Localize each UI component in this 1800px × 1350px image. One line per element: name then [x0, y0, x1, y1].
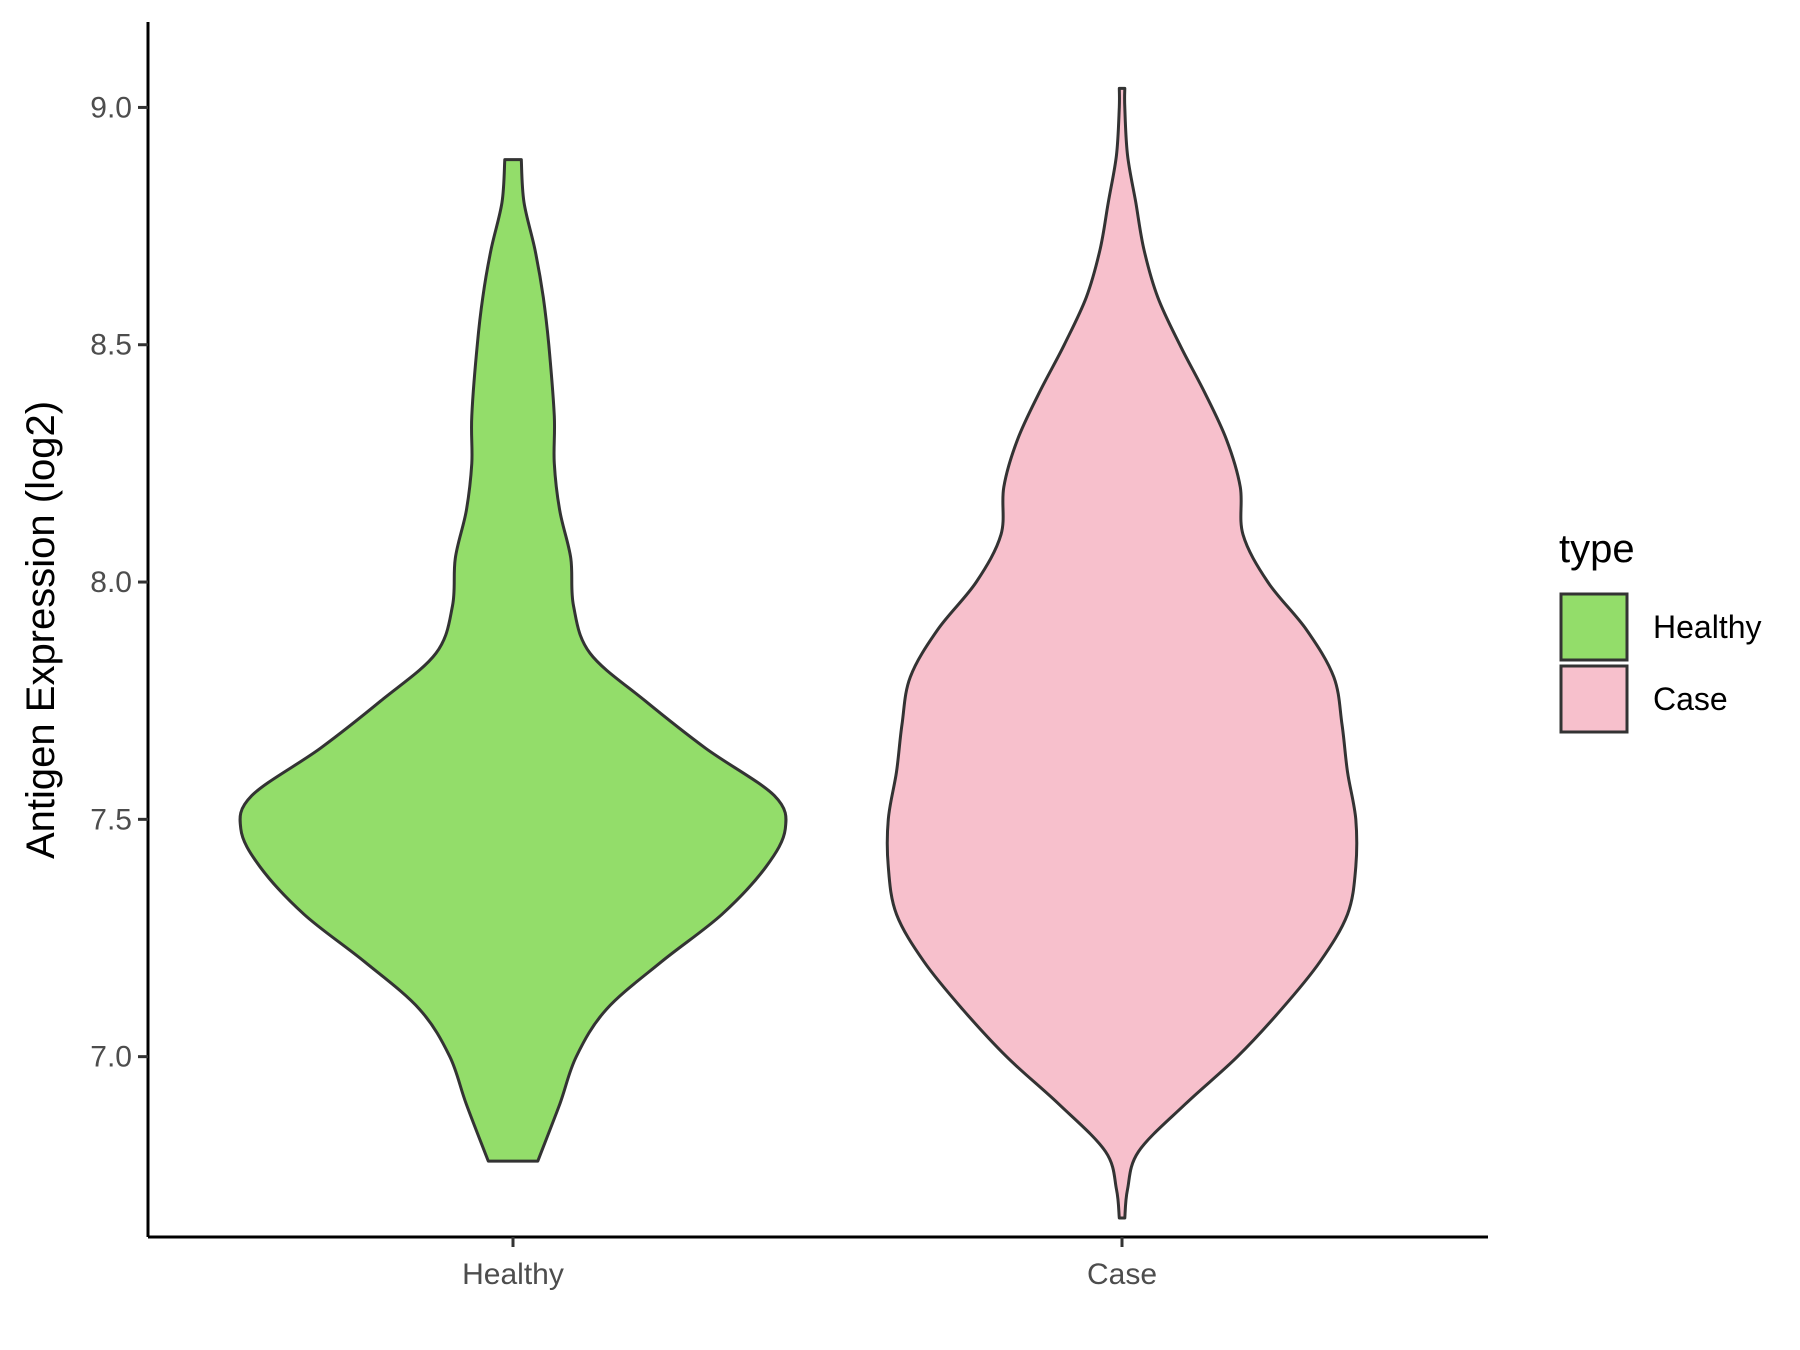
- violin-layer: [238, 86, 1359, 1220]
- y-tick-label: 9.0: [90, 91, 132, 124]
- legend-title: type: [1559, 527, 1635, 571]
- y-ticks: 7.0 7.5 8.0 8.5 9.0: [90, 91, 148, 1074]
- violin-case: [885, 86, 1359, 1220]
- x-tick-label: Healthy: [462, 1258, 564, 1291]
- y-tick-label: 7.5: [90, 803, 132, 836]
- legend-items: Healthy Case: [1559, 592, 1762, 734]
- x-tick-label: Case: [1087, 1258, 1157, 1291]
- y-axis-title: Antigen Expression (log2): [19, 401, 63, 859]
- y-tick-label: 8.5: [90, 329, 132, 362]
- legend-label-case: Case: [1653, 681, 1728, 717]
- violin-healthy: [238, 158, 788, 1163]
- legend-swatch-healthy: [1559, 592, 1629, 662]
- legend: type Healthy Case: [1559, 527, 1762, 734]
- legend-label-healthy: Healthy: [1653, 609, 1762, 645]
- x-ticks: Healthy Case: [462, 1237, 1157, 1291]
- y-tick-label: 7.0: [90, 1041, 132, 1074]
- axes: [146, 22, 1488, 1239]
- y-tick-label: 8.0: [90, 566, 132, 599]
- legend-swatch-case: [1559, 664, 1629, 734]
